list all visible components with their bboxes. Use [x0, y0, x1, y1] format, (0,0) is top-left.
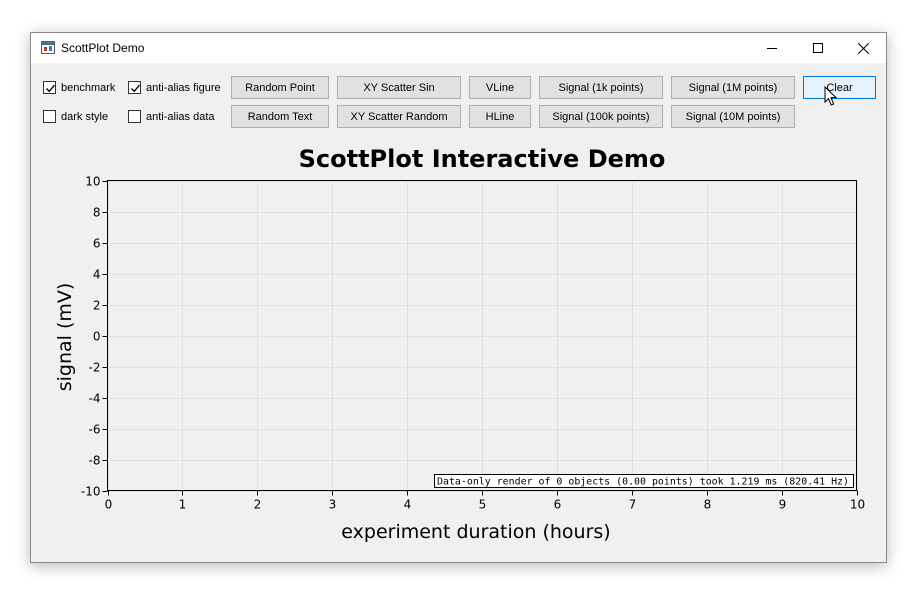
- checkbox-label: benchmark: [61, 81, 116, 94]
- signal-1k-button[interactable]: Signal (1k points): [539, 76, 663, 99]
- y-tick-label: -6: [89, 423, 101, 437]
- checkbox-label: anti-alias figure: [146, 81, 221, 94]
- check-mark-icon: [130, 84, 141, 93]
- close-icon: [857, 42, 869, 54]
- x-axis-label: experiment duration (hours): [341, 521, 610, 543]
- x-tick-label: 7: [629, 498, 637, 512]
- mouse-pointer-icon: [824, 86, 838, 106]
- check-mark-icon: [45, 84, 56, 93]
- maximize-button[interactable]: [795, 33, 841, 63]
- y-tick-label: 10: [85, 175, 100, 189]
- checkbox-label: dark style: [61, 110, 109, 123]
- y-tick-label: -8: [89, 454, 101, 468]
- y-tick-label: -10: [81, 485, 101, 499]
- x-tick-label: 2: [254, 498, 262, 512]
- app-icon: [41, 41, 55, 54]
- y-tick-label: 6: [93, 237, 101, 251]
- y-axis: 10 8 6 4 2 0 -2 -4 -6 -8 -10: [81, 175, 108, 499]
- x-tick-label: 8: [704, 498, 712, 512]
- checkbox-box[interactable]: [128, 110, 141, 123]
- signal-10m-button[interactable]: Signal (10M points): [671, 105, 795, 128]
- x-tick-label: 4: [404, 498, 412, 512]
- close-button[interactable]: [840, 33, 886, 63]
- title-bar[interactable]: ScottPlot Demo: [31, 33, 886, 63]
- chart-title: ScottPlot Interactive Demo: [299, 145, 666, 173]
- xy-scatter-sin-button[interactable]: XY Scatter Sin: [337, 76, 461, 99]
- minimize-icon: [767, 48, 777, 49]
- y-axis-label: signal (mV): [54, 283, 76, 392]
- y-tick-label: -4: [89, 392, 101, 406]
- signal-1m-button[interactable]: Signal (1M points): [671, 76, 795, 99]
- benchmark-box: [434, 474, 854, 488]
- signal-100k-button[interactable]: Signal (100k points): [539, 105, 663, 128]
- x-tick-label: 3: [329, 498, 337, 512]
- y-tick-label: 4: [93, 268, 101, 282]
- benchmark-text: Data-only render of 0 objects (0.00 poin…: [437, 477, 849, 488]
- xy-scatter-random-button[interactable]: XY Scatter Random: [337, 105, 461, 128]
- benchmark-checkbox[interactable]: benchmark: [43, 81, 115, 94]
- x-tick-label: 0: [105, 498, 113, 512]
- checkbox-box[interactable]: [43, 81, 56, 94]
- anti-alias-figure-checkbox[interactable]: anti-alias figure: [128, 81, 221, 94]
- y-tick-label: 0: [93, 330, 101, 344]
- hline-button[interactable]: HLine: [469, 105, 531, 128]
- x-tick-label: 1: [179, 498, 187, 512]
- x-tick-label: 10: [850, 498, 865, 512]
- x-axis: 0 1 2 3 4 5 6 7 8 9 10: [105, 490, 865, 512]
- vline-button[interactable]: VLine: [469, 76, 531, 99]
- minimize-button[interactable]: [749, 33, 795, 63]
- grid-lines: [107, 180, 858, 492]
- clear-button[interactable]: Clear: [803, 76, 876, 99]
- y-tick-label: -2: [89, 361, 101, 375]
- checkbox-label: anti-alias data: [146, 110, 215, 123]
- dark-style-checkbox[interactable]: dark style: [43, 110, 108, 123]
- benchmark-annotation: Data-only render of 0 objects (0.00 poin…: [434, 474, 854, 488]
- x-tick-label: 9: [779, 498, 787, 512]
- checkbox-box[interactable]: [128, 81, 141, 94]
- x-tick-label: 5: [479, 498, 487, 512]
- checkbox-box[interactable]: [43, 110, 56, 123]
- random-point-button[interactable]: Random Point: [231, 76, 329, 99]
- random-text-button[interactable]: Random Text: [231, 105, 329, 128]
- y-tick-label: 8: [93, 206, 101, 220]
- x-tick-label: 6: [554, 498, 562, 512]
- anti-alias-data-checkbox[interactable]: anti-alias data: [128, 110, 215, 123]
- window-title: ScottPlot Demo: [61, 41, 145, 55]
- maximize-icon: [813, 43, 823, 53]
- y-tick-label: 2: [93, 299, 101, 313]
